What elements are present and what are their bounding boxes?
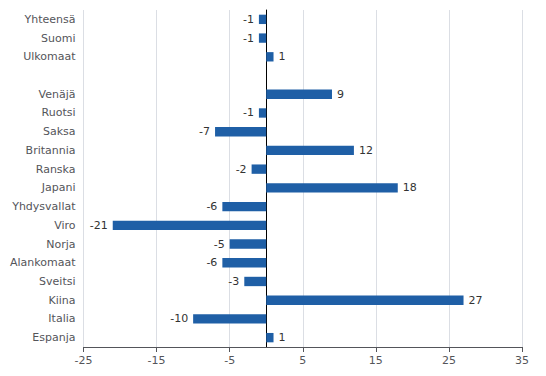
svg-text:Yhdysvallat: Yhdysvallat bbox=[11, 200, 76, 213]
svg-text:27: 27 bbox=[469, 294, 483, 307]
svg-text:25: 25 bbox=[442, 354, 456, 367]
svg-text:-15: -15 bbox=[148, 354, 166, 367]
svg-text:Ranska: Ranska bbox=[36, 163, 76, 176]
svg-text:Saksa: Saksa bbox=[43, 125, 76, 138]
svg-text:Kiina: Kiina bbox=[48, 294, 75, 307]
svg-text:-21: -21 bbox=[90, 219, 108, 232]
svg-text:Suomi: Suomi bbox=[41, 32, 75, 45]
svg-text:Yhteensä: Yhteensä bbox=[24, 13, 76, 26]
svg-text:Ulkomaat: Ulkomaat bbox=[23, 50, 76, 63]
svg-text:Norja: Norja bbox=[46, 238, 75, 251]
svg-text:Ruotsi: Ruotsi bbox=[42, 106, 76, 119]
svg-text:Viro: Viro bbox=[54, 219, 76, 232]
svg-text:-6: -6 bbox=[206, 200, 217, 213]
svg-text:12: 12 bbox=[359, 144, 373, 157]
svg-text:-3: -3 bbox=[228, 275, 239, 288]
svg-text:-5: -5 bbox=[214, 238, 225, 251]
svg-text:-5: -5 bbox=[224, 354, 235, 367]
svg-text:1: 1 bbox=[279, 50, 286, 63]
svg-text:-6: -6 bbox=[206, 256, 217, 269]
svg-text:Sveitsi: Sveitsi bbox=[39, 275, 75, 288]
svg-text:35: 35 bbox=[515, 354, 529, 367]
svg-text:-2: -2 bbox=[236, 163, 247, 176]
svg-text:Japani: Japani bbox=[41, 181, 76, 194]
svg-text:Alankomaat: Alankomaat bbox=[10, 256, 76, 269]
svg-text:1: 1 bbox=[279, 331, 286, 344]
svg-text:5: 5 bbox=[299, 354, 306, 367]
svg-text:9: 9 bbox=[337, 88, 344, 101]
svg-text:18: 18 bbox=[403, 181, 417, 194]
svg-text:-1: -1 bbox=[243, 13, 254, 26]
svg-text:Venäjä: Venäjä bbox=[39, 88, 76, 101]
svg-text:-10: -10 bbox=[170, 312, 188, 325]
svg-text:Italia: Italia bbox=[48, 312, 75, 325]
svg-text:Espanja: Espanja bbox=[32, 331, 75, 344]
svg-text:-1: -1 bbox=[243, 106, 254, 119]
svg-text:-7: -7 bbox=[199, 125, 210, 138]
svg-text:-25: -25 bbox=[75, 354, 93, 367]
svg-text:15: 15 bbox=[369, 354, 383, 367]
svg-text:Britannia: Britannia bbox=[26, 144, 76, 157]
svg-text:-1: -1 bbox=[243, 32, 254, 45]
